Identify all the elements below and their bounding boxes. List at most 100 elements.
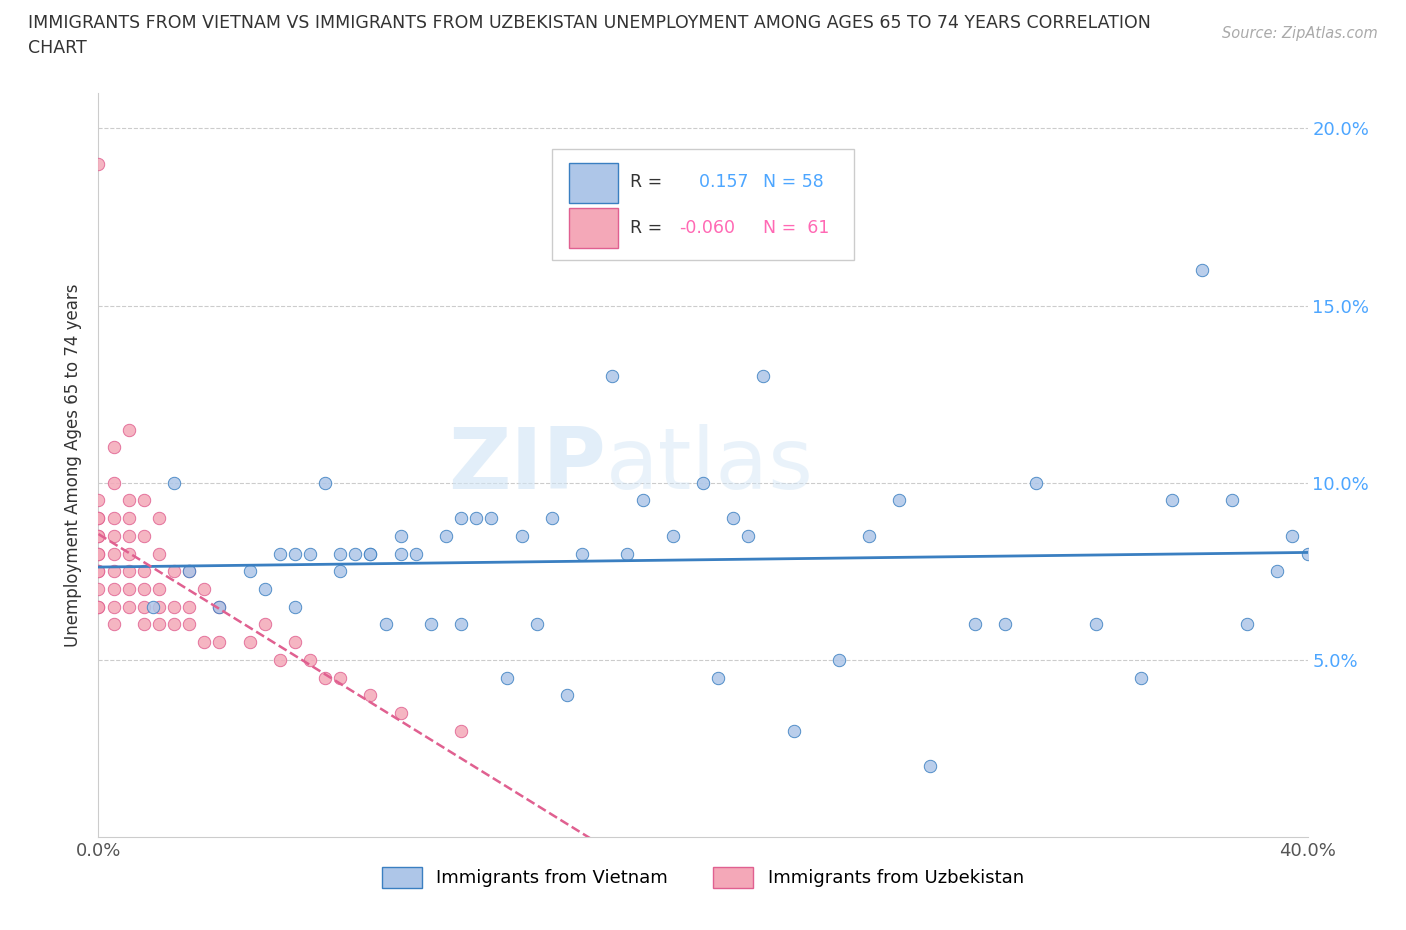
Point [87,546,110,561]
Legend: Immigrants from Vietnam, Immigrants from Uzbekistan: Immigrants from Vietnam, Immigrants from… [375,859,1031,895]
Text: R =: R = [630,173,662,192]
Text: -0.060: -0.060 [679,219,735,237]
Point [1236,617,1258,631]
Point [374,617,396,631]
Point [555,688,578,703]
Point [118,581,141,596]
Point [1024,475,1046,490]
Point [284,599,307,614]
Point [495,671,517,685]
Point [510,528,533,543]
Text: ZIP: ZIP [449,423,606,507]
Point [1296,546,1319,561]
Point [284,634,307,649]
Point [269,546,291,561]
Point [87,599,110,614]
Text: IMMIGRANTS FROM VIETNAM VS IMMIGRANTS FROM UZBEKISTAN UNEMPLOYMENT AMONG AGES 65: IMMIGRANTS FROM VIETNAM VS IMMIGRANTS FR… [28,14,1152,32]
Y-axis label: Unemployment Among Ages 65 to 74 years: Unemployment Among Ages 65 to 74 years [65,284,83,646]
Point [481,511,503,525]
Point [284,546,307,561]
Point [103,546,125,561]
Point [193,581,215,596]
Point [360,688,382,703]
Point [723,511,745,525]
Point [1267,564,1289,578]
Point [692,475,714,490]
Point [450,724,472,738]
Point [208,634,231,649]
Point [661,528,683,543]
Point [103,599,125,614]
Point [132,581,155,596]
Point [148,617,170,631]
Text: CHART: CHART [28,39,87,57]
Point [299,653,322,668]
Point [434,528,457,543]
Point [179,599,201,614]
Point [1281,528,1303,543]
Point [405,546,427,561]
Point [752,369,775,384]
Point [179,564,201,578]
Point [87,564,110,578]
Point [118,546,141,561]
Point [239,564,262,578]
FancyBboxPatch shape [569,163,619,203]
Text: N = 58: N = 58 [763,173,824,192]
Point [737,528,759,543]
Point [420,617,443,631]
Point [87,156,110,171]
Point [103,564,125,578]
Point [450,617,472,631]
Point [132,528,155,543]
Point [118,422,141,437]
Point [329,564,352,578]
Point [526,617,548,631]
Point [389,546,412,561]
Point [253,617,276,631]
Point [1130,671,1153,685]
Point [616,546,638,561]
Point [87,528,110,543]
Point [118,528,141,543]
Point [1220,493,1243,508]
Point [87,511,110,525]
Point [889,493,911,508]
Text: N =  61: N = 61 [763,219,830,237]
Point [299,546,322,561]
Point [163,617,186,631]
Point [163,564,186,578]
Point [142,599,165,614]
Point [118,599,141,614]
Point [783,724,806,738]
Point [329,671,352,685]
Point [148,581,170,596]
Point [314,475,336,490]
FancyBboxPatch shape [569,207,619,247]
Point [118,564,141,578]
Point [103,528,125,543]
Point [965,617,987,631]
Point [269,653,291,668]
Point [602,369,624,384]
Point [87,528,110,543]
FancyBboxPatch shape [551,149,855,260]
Point [1191,262,1213,277]
Point [148,511,170,525]
Point [1085,617,1108,631]
Point [314,671,336,685]
Point [389,706,412,721]
Point [103,581,125,596]
Point [87,581,110,596]
Point [179,617,201,631]
Point [329,546,352,561]
Point [148,599,170,614]
Point [828,653,851,668]
Point [858,528,880,543]
Point [118,511,141,525]
Point [208,599,231,614]
Text: 0.157: 0.157 [689,173,749,192]
Text: atlas: atlas [606,423,814,507]
Point [87,546,110,561]
Text: Source: ZipAtlas.com: Source: ZipAtlas.com [1222,26,1378,41]
